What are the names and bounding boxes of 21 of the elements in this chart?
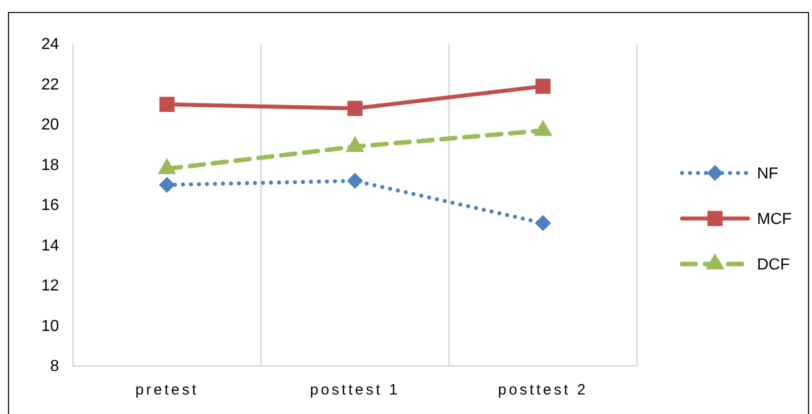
point <box>535 78 551 94</box>
y-tick-label: 10 <box>41 318 60 335</box>
y-tick-label: 18 <box>41 156 60 174</box>
point <box>534 215 552 232</box>
legend-label: DCF <box>757 256 790 274</box>
legend-label: NF <box>757 166 779 183</box>
y-tick-label: 14 <box>41 237 60 254</box>
y-tick-label: 12 <box>41 278 60 295</box>
x-tick-label: pretest <box>135 382 199 399</box>
point <box>346 172 364 189</box>
y-tick-label: 20 <box>41 116 60 134</box>
y-tick-label: 22 <box>41 76 60 94</box>
legend-label: MCF <box>757 211 792 228</box>
y-tick-label: 24 <box>41 36 60 54</box>
x-tick-label: posttest 2 <box>498 382 588 399</box>
y-tick-label: 8 <box>50 358 60 376</box>
x-tick-label: posttest 1 <box>310 382 400 399</box>
point <box>158 176 176 193</box>
point <box>159 96 175 112</box>
point <box>347 100 363 116</box>
y-tick-label: 16 <box>41 197 60 214</box>
